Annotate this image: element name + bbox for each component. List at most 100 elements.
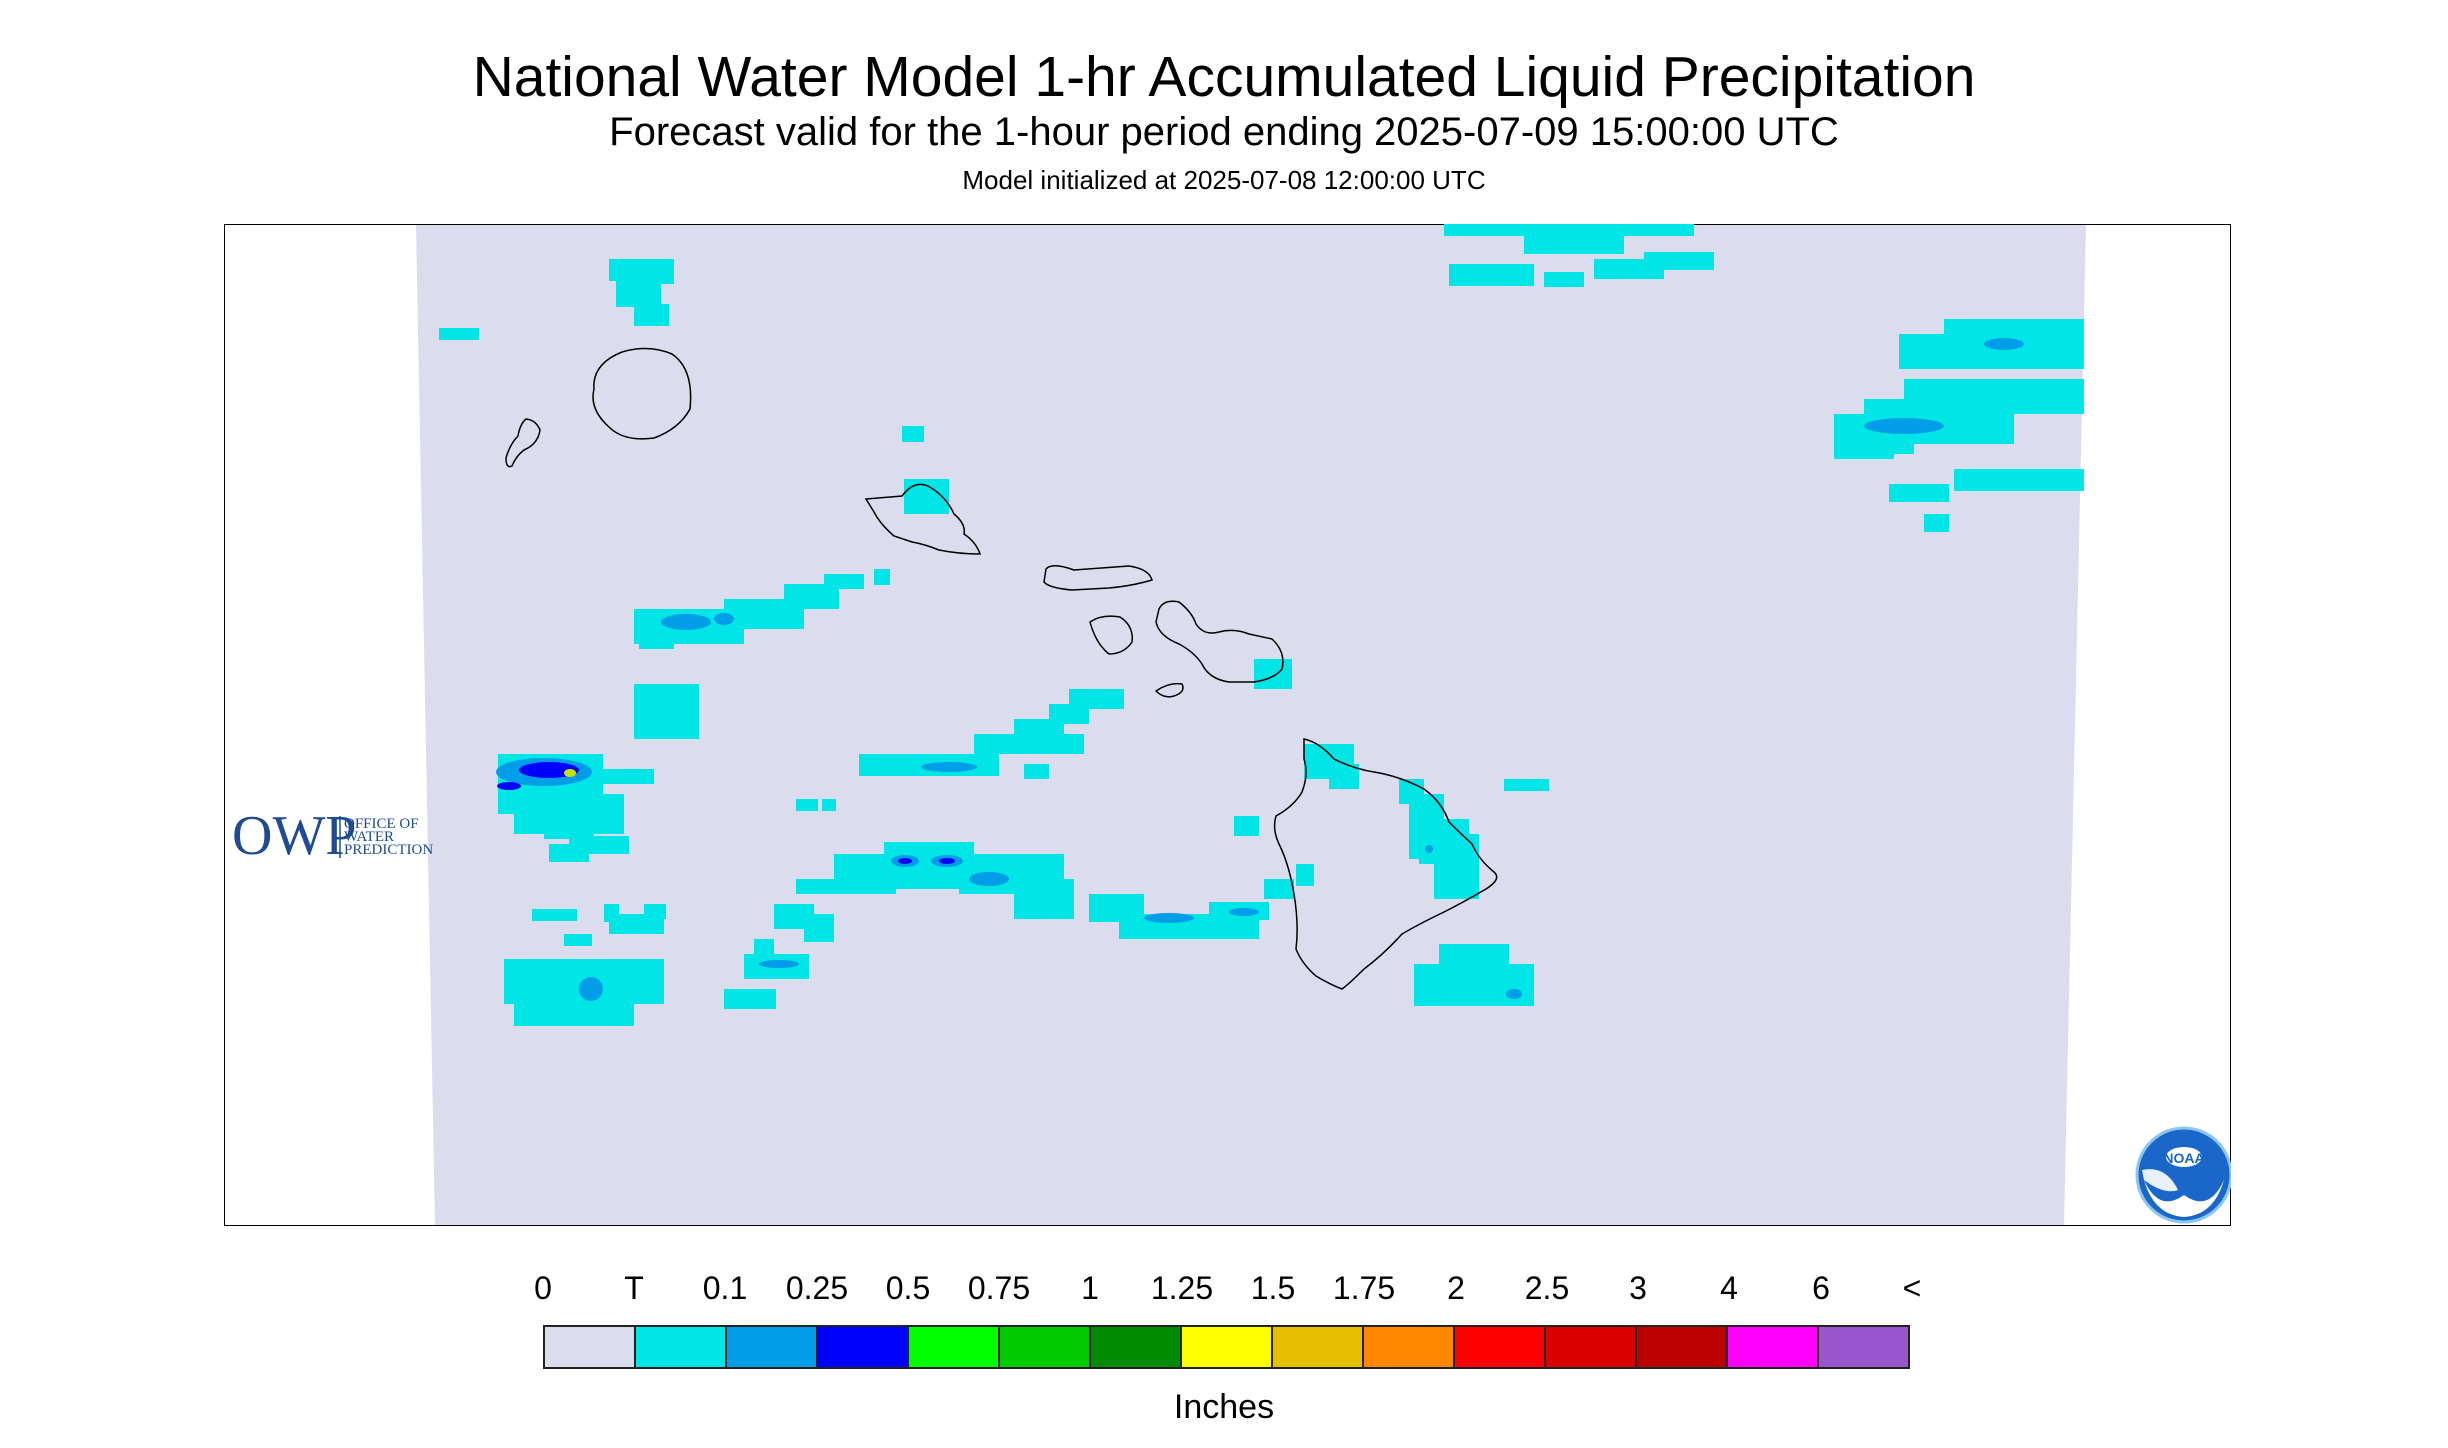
- precip-cell: [1234, 816, 1259, 836]
- legend-swatch: [1637, 1327, 1728, 1367]
- precipitation-map: OWP OFFICE OF WATER PREDICTION NOAA: [224, 224, 2231, 1226]
- legend-units: Inches: [1173, 1388, 1275, 1426]
- precip-cell: [724, 989, 776, 1009]
- precip-cell: [921, 762, 977, 772]
- precip-cell: [824, 574, 864, 589]
- legend-tick: 0.75: [967, 1270, 1031, 1306]
- island-lanai: [1089, 615, 1133, 655]
- map-title: National Water Model 1-hr Accumulated Li…: [472, 45, 1976, 109]
- precip-cell: [644, 714, 674, 739]
- precip-cell: [1229, 908, 1259, 916]
- precip-cell: [796, 799, 818, 811]
- owp-logo-line2: WATER: [344, 829, 394, 845]
- model-init-line: Model initialized at 2025-07-08 12:00:00…: [962, 165, 1486, 195]
- precip-cell: [544, 819, 594, 839]
- legend-swatch: [1455, 1327, 1546, 1367]
- island-niihau: [505, 418, 541, 468]
- precip-cell: [1954, 469, 2084, 491]
- precip-cell: [1644, 252, 1714, 270]
- island-kauai: [592, 347, 692, 440]
- precip-cell: [564, 934, 592, 946]
- precip-cell: [609, 259, 659, 281]
- precip-cell: [1254, 659, 1292, 689]
- precip-cell: [902, 426, 924, 442]
- precip-cell: [822, 799, 836, 811]
- legend-swatch: [1728, 1327, 1819, 1367]
- island-molokai: [1043, 565, 1153, 591]
- precip-cell: [1144, 913, 1194, 923]
- legend-tick: 0.5: [885, 1270, 931, 1306]
- noaa-logo: NOAA: [2135, 1126, 2231, 1224]
- precip-cell: [1504, 779, 1549, 791]
- precip-cell: [1024, 764, 1049, 779]
- legend-tick: 1.25: [1150, 1270, 1214, 1306]
- island-oahu: [864, 483, 982, 555]
- legend-swatch: [1546, 1327, 1637, 1367]
- island-kahoolawe: [1154, 682, 1184, 698]
- precip-cell: [1484, 964, 1532, 982]
- precip-cell: [1984, 338, 2024, 350]
- precip-cell: [714, 613, 734, 625]
- legend-tick: 2: [1447, 1270, 1465, 1306]
- map-subtitle: Forecast valid for the 1-hour period end…: [609, 110, 1839, 154]
- precip-cell: [969, 872, 1009, 886]
- legend-tick: 1.5: [1250, 1270, 1296, 1306]
- precip-cell: [804, 914, 834, 942]
- precip-cell: [594, 769, 654, 784]
- precip-cell: [1904, 379, 2084, 399]
- precip-cell: [1506, 989, 1522, 999]
- legend-tick: 3: [1629, 1270, 1647, 1306]
- legend-swatch: [545, 1327, 636, 1367]
- legend-tick: 0: [534, 1270, 552, 1306]
- legend-tick: 0.1: [702, 1270, 748, 1306]
- precip-cell: [1425, 845, 1433, 853]
- legend-tick: 0.25: [785, 1270, 849, 1306]
- precip-cell: [1944, 319, 2084, 341]
- owp-logo-line3: PREDICTION: [344, 842, 433, 858]
- legend-swatch: [818, 1327, 909, 1367]
- legend-swatch: [1273, 1327, 1364, 1367]
- precip-cell: [898, 858, 912, 864]
- precip-cell: [1444, 224, 1694, 236]
- island-maui: [1155, 600, 1284, 683]
- legend-tick: T: [624, 1270, 644, 1306]
- owp-logo-line1: OFFICE OF: [344, 816, 419, 832]
- precip-cell: [1434, 834, 1479, 899]
- precip-cell: [1449, 264, 1534, 286]
- legend-swatch: [1000, 1327, 1091, 1367]
- precip-cell: [661, 614, 711, 630]
- precip-cell: [439, 328, 479, 340]
- legend-tick: 1.75: [1332, 1270, 1396, 1306]
- precipitation-layer: [439, 224, 2084, 1026]
- owp-logo: OWP OFFICE OF WATER PREDICTION: [232, 805, 433, 867]
- legend-swatch: [1819, 1327, 1908, 1367]
- precip-cell: [532, 909, 577, 921]
- precip-cell: [497, 782, 521, 790]
- precip-cell: [1014, 879, 1074, 919]
- legend-colorbar: [543, 1325, 1910, 1369]
- precip-cell: [939, 858, 955, 864]
- precip-cell: [634, 304, 669, 326]
- legend-swatch: [909, 1327, 1000, 1367]
- precip-cell: [549, 844, 589, 862]
- legend-tick: 1: [1081, 1270, 1099, 1306]
- legend-swatch: [1182, 1327, 1273, 1367]
- precip-cell: [1889, 484, 1949, 502]
- legend-tick: 4: [1720, 1270, 1738, 1306]
- precip-cell: [1864, 418, 1944, 434]
- precip-cell: [1296, 864, 1314, 886]
- precip-cell: [754, 939, 774, 954]
- legend-swatch: [727, 1327, 818, 1367]
- precip-cell: [1264, 879, 1294, 899]
- precip-cell: [1924, 514, 1949, 532]
- legend-swatch: [1364, 1327, 1455, 1367]
- precip-cell: [564, 769, 576, 777]
- precip-cell: [796, 879, 896, 894]
- precip-cell: [1544, 272, 1584, 287]
- precip-cell: [639, 634, 674, 649]
- model-domain: [416, 225, 2086, 1225]
- island-hawaii: [1273, 738, 1498, 990]
- legend-tick: 2.5: [1524, 1270, 1570, 1306]
- legend-swatch: [636, 1327, 727, 1367]
- legend-tick: 6: [1812, 1270, 1830, 1306]
